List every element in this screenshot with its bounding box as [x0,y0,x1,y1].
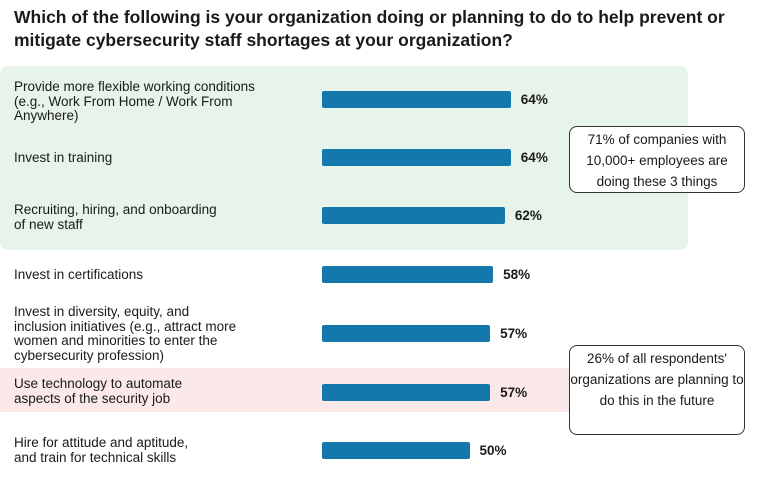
bar [322,441,470,459]
data-label: 57% [500,325,528,341]
bar [322,206,505,224]
bar [322,324,491,342]
bar [322,383,491,401]
bar [322,148,511,166]
category-label: Provide more flexible working conditions… [14,79,255,123]
category-label: Recruiting, hiring, and onboarding of new… [14,202,217,232]
category-label: Use technology to automate aspects of the… [14,376,183,406]
category-label: Invest in training [14,150,113,165]
data-label: 62% [514,207,542,223]
data-label: 57% [500,384,528,400]
category-label: Invest in certifications [14,267,144,282]
data-label: 64% [520,91,548,107]
data-label: 50% [479,442,507,458]
bar [322,265,494,283]
category-label: Hire for attitude and aptitude, and train… [14,435,189,465]
category-label: Invest in diversity, equity, and inclusio… [14,304,237,363]
bar [322,90,511,108]
data-label: 58% [503,266,531,282]
data-label: 64% [520,149,548,165]
chart-title: Which of the following is your organizat… [14,7,725,50]
callout-large-companies: 71% of companies with 10,000+ employees … [569,126,745,193]
callout-future-plans: 26% of all respondents' organizations ar… [569,345,745,435]
